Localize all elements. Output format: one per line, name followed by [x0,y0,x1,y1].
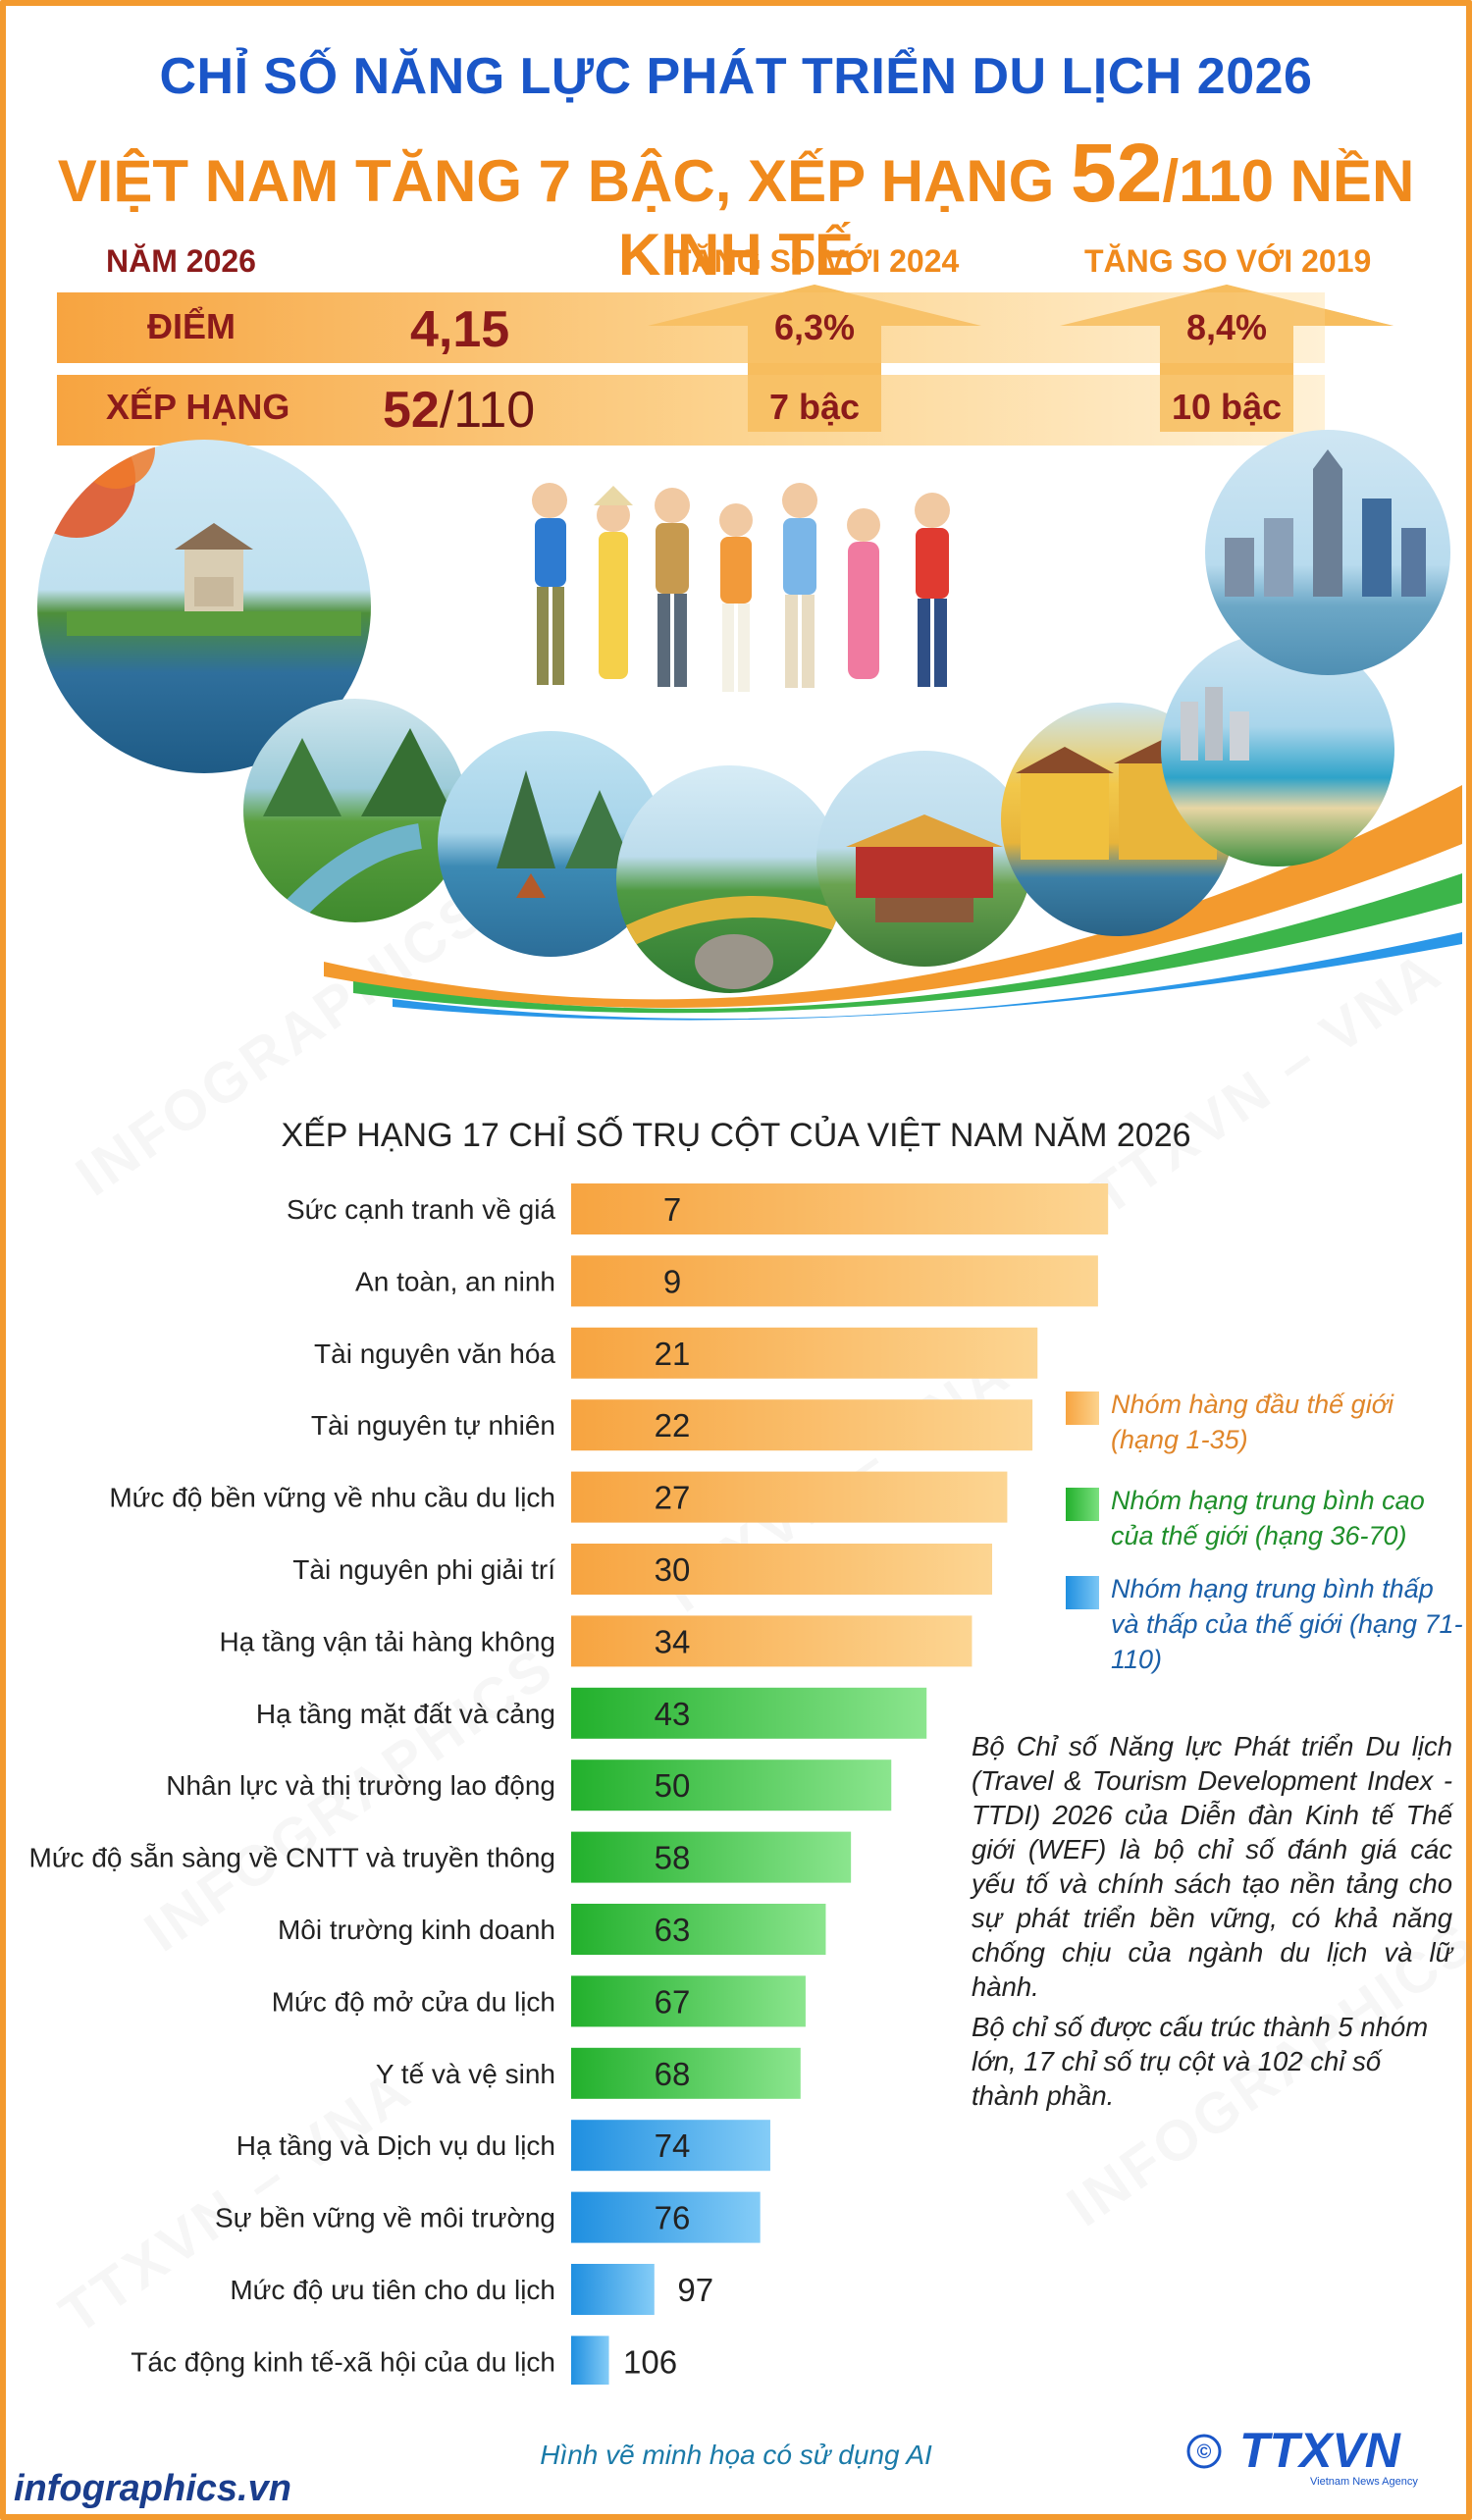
rank-total: /110 [439,382,536,439]
bar [571,1687,927,1739]
ai-illustration-note: Hình vẽ minh họa có sử dụng AI [540,2440,932,2470]
rank-vs2019: 10 bậc [1171,387,1283,427]
category-label: Mức độ bền vững về nhu cầu du lịch [109,1483,555,1513]
bar-value-label: 27 [655,1480,691,1516]
bar [571,1904,826,1955]
rank-number: 52 [383,382,440,439]
category-label: Nhân lực và thị trường lao động [166,1770,555,1801]
scene-saigon [1205,430,1450,675]
score-value: 4,15 [410,301,510,358]
site-url[interactable]: infographics.vn [14,2468,291,2509]
score-vs2019: 8,4% [1185,307,1268,347]
rank-label: XẾP HẠNG [106,387,290,427]
category-label: Hạ tầng vận tải hàng không [220,1626,555,1656]
bar [571,1759,892,1811]
legend-low: Nhóm hạng trung bình thấp và thấp của th… [1111,1574,1463,1674]
bar-value-label: 34 [655,1623,691,1659]
bar [571,2047,801,2099]
score-vs2024: 6,3% [773,307,856,347]
category-label: An toàn, an ninh [355,1266,555,1296]
bar [571,2336,609,2385]
bar [571,1255,1098,1307]
category-label: Sức cạnh tranh về giá [287,1194,555,1225]
ttxvn-logo: © TTXVN Vietnam News Agency [1186,2423,1418,2488]
bar-value-label: 106 [623,2343,677,2380]
bar-value-label: 21 [655,1336,691,1372]
category-label: Hạ tầng và Dịch vụ du lịch [237,2130,555,2161]
year-label: NĂM 2026 [106,243,256,279]
vs2019-label: TĂNG SO VỚI 2019 [1084,243,1372,279]
category-label: Mức độ sẵn sàng về CNTT và truyền thông [29,1843,555,1873]
category-label: Tài nguyên tự nhiên [311,1410,555,1441]
bar [571,1544,993,1595]
chart-title: XẾP HẠNG 17 CHỈ SỐ TRỤ CỘT CỦA VIỆT NAM … [281,1117,1191,1154]
logo-text: TTXVN [1239,2423,1401,2478]
category-label: Mức độ mở cửa du lịch [272,1986,555,2017]
bar-value-label: 74 [655,2127,691,2164]
tourists-illustration [532,483,950,692]
scene-ninh-binh [243,699,467,922]
bar [571,2264,655,2315]
scene-golden-bridge [616,765,844,993]
legend-mid: Nhóm hạng trung bình cao của thế giới (h… [1111,1486,1425,1550]
bar [571,1183,1109,1234]
category-label: Môi trường kinh doanh [278,1915,555,1945]
bar-value-label: 22 [655,1407,691,1444]
bar-value-label: 63 [655,1912,691,1948]
copyright-symbol: © [1197,2441,1212,2463]
bar [571,2191,761,2243]
bar [571,1399,1033,1451]
category-label: Sự bền vững về môi trường [215,2203,555,2233]
category-label: Mức độ ưu tiên cho du lịch [230,2275,555,2305]
pillar-rank-bar-chart: Sức cạnh tranh về giá 7 An toàn, an ninh 9 T… [29,1183,1109,2385]
bar-value-label: 30 [655,1551,691,1588]
logo-subtext: Vietnam News Agency [1310,2476,1418,2488]
legend-swatch-top [1066,1391,1099,1425]
subtitle: VIỆT NAM TĂNG 7 BẬC, XẾP HẠNG 52/110 NỀN… [0,126,1472,289]
legend-top: Nhóm hàng đầu thế giới (hạng 1-35) [1111,1390,1394,1454]
bar [571,2120,770,2172]
bar-value-label: 67 [655,1983,691,2020]
subtitle-rank: 52 [1071,127,1163,219]
bar-value-label: 7 [663,1191,681,1228]
ribbon-swoosh [324,785,1462,1021]
subtitle-part-a: VIỆT NAM TĂNG 7 BẬC, XẾP HẠNG [57,148,1072,214]
bar-value-label: 50 [655,1767,691,1804]
note-paragraph-1: Bộ Chỉ số Năng lực Phát triển Du lịch (T… [972,1731,1452,2002]
score-label: ĐIỂM [147,306,236,346]
category-label: Hạ tầng mặt đất và cảng [256,1699,555,1729]
bar [571,1615,973,1667]
score-band [57,292,1325,363]
category-label: Y tế và vệ sinh [376,2059,555,2089]
category-label: Tài nguyên văn hóa [314,1339,555,1369]
legend-swatch-mid [1066,1488,1099,1521]
bar [571,1831,852,1883]
main-title: CHỈ SỐ NĂNG LỰC PHÁT TRIỂN DU LỊCH 2026 [159,48,1313,105]
bar-value-label: 43 [655,1696,691,1732]
bar-value-label: 97 [677,2272,713,2308]
rank-vs2024: 7 bậc [768,387,861,427]
bar [571,1471,1008,1523]
bar [571,1327,1038,1379]
bar-value-label: 9 [663,1263,681,1299]
category-label: Tác động kinh tế-xã hội của du lịch [131,2346,555,2377]
rank-value: 52/110 [383,381,535,440]
bar-value-label: 58 [655,1840,691,1876]
legend-swatch-low [1066,1576,1099,1609]
bar [571,1975,806,2027]
bar-value-label: 76 [655,2200,691,2236]
vs2024-label: TĂNG SO VỚI 2024 [672,243,960,279]
scene-hue-citadel [816,751,1032,967]
subtitle-part-c: /110 NỀN KINH TẾ [618,148,1415,288]
note-paragraph-2: Bộ chỉ số được cấu trúc thành 5 nhóm lớn… [972,2012,1429,2111]
category-label: Tài nguyên phi giải trí [292,1554,555,1585]
bar-value-label: 68 [655,2056,691,2092]
rank-band [57,375,1325,446]
